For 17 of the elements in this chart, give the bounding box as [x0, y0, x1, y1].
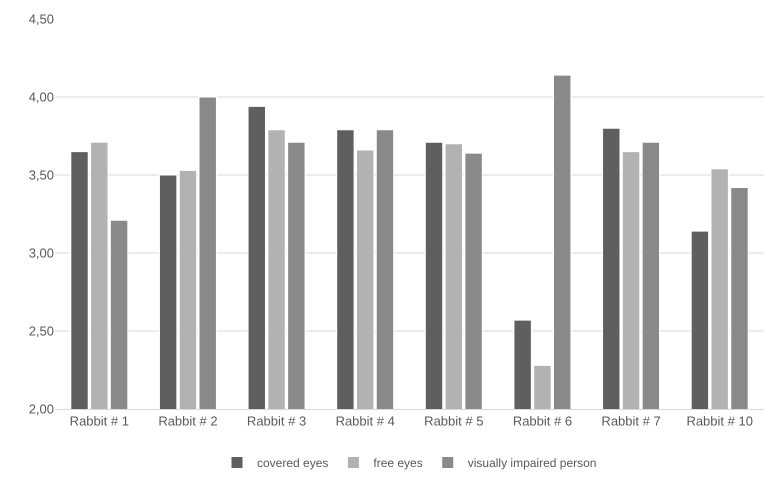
x-tick-label: Rabbit # 2	[158, 414, 218, 429]
x-tick-label: Rabbit # 10	[686, 414, 753, 429]
y-tick-label: 3,50	[28, 168, 54, 183]
legend-label: covered eyes	[257, 456, 328, 470]
y-tick-label: 4,00	[28, 90, 54, 105]
x-tick-label: Rabbit # 5	[424, 414, 484, 429]
y-tick-label: 2,00	[28, 402, 54, 417]
legend-label: visually impaired person	[468, 456, 596, 470]
legend-label: free eyes	[373, 456, 423, 470]
y-tick-label: 4,50	[28, 12, 54, 27]
x-tick-label: Rabbit # 7	[601, 414, 661, 429]
y-tick-label: 2,50	[28, 324, 54, 339]
y-tick-label: 3,00	[28, 246, 54, 261]
x-tick-label: Rabbit # 1	[70, 414, 129, 429]
x-tick-label: Rabbit # 6	[512, 414, 572, 429]
x-tick-label: Rabbit # 3	[246, 414, 306, 429]
x-tick-label: Rabbit # 4	[336, 414, 395, 429]
